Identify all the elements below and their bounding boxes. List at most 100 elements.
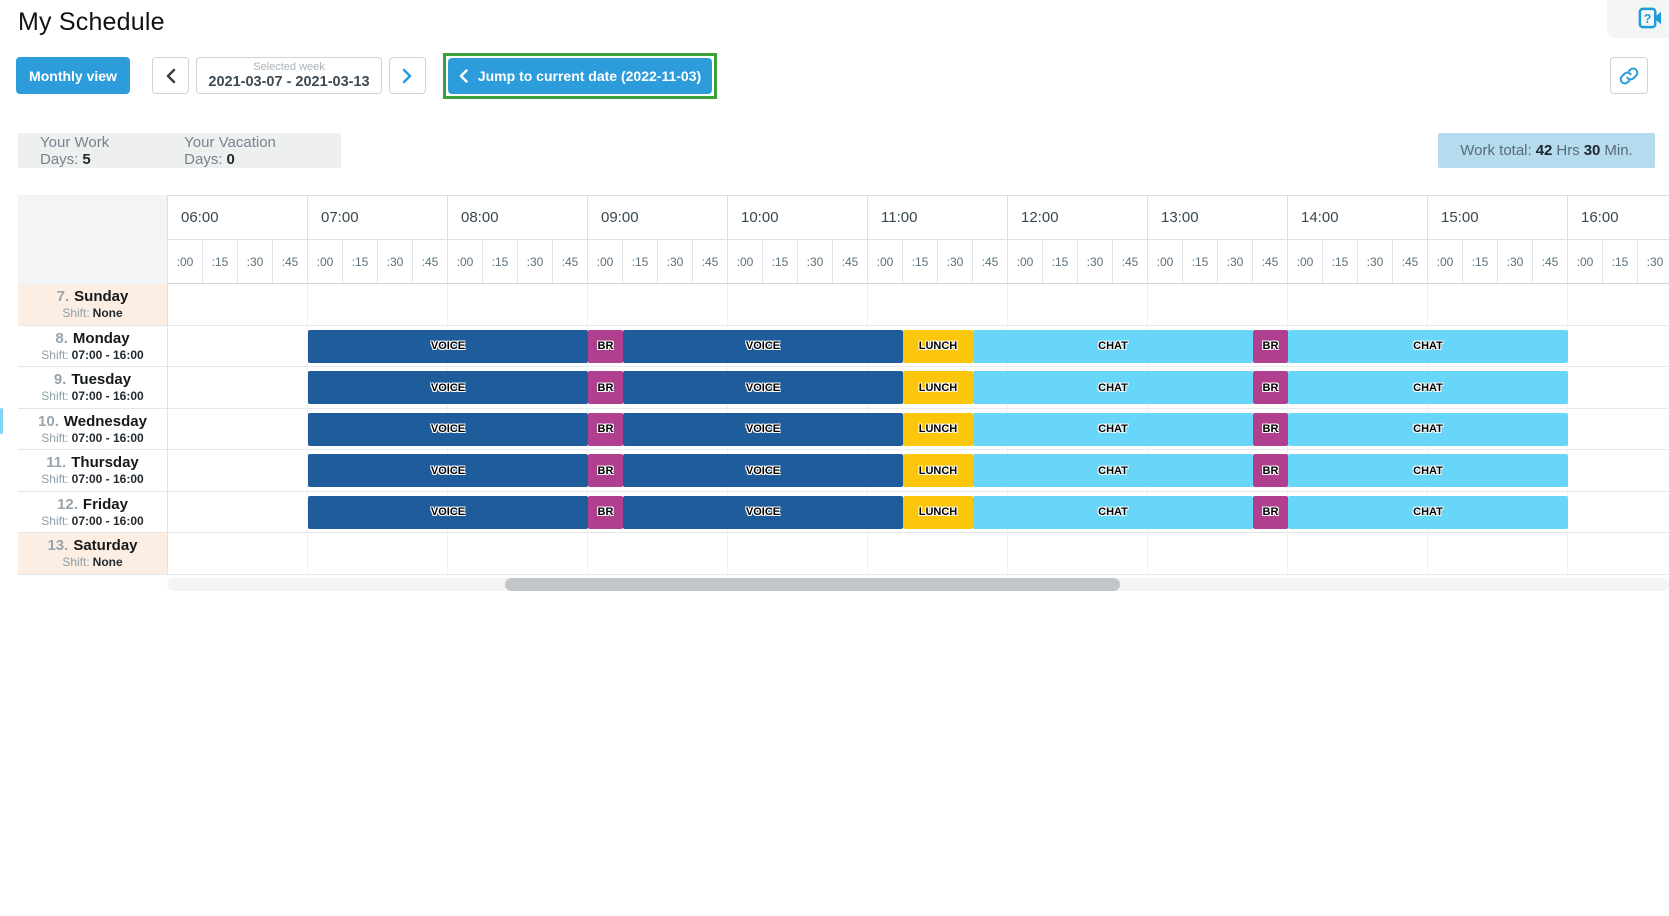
quarter-header-cell: :45 [272,240,307,283]
shift-segment-chat[interactable]: CHAT [1288,329,1568,363]
shift-segment-chat[interactable]: CHAT [1288,371,1568,404]
day-label-line: 8. Monday [18,330,167,348]
shift-segment-voice[interactable]: VOICE [623,495,903,529]
day-label-row: 11. Thursday Shift: 07:00 - 16:00 [18,450,167,492]
vacation-days-value: 0 [226,150,235,168]
previous-week-button[interactable] [152,57,189,94]
shift-segment-br[interactable]: BR [588,371,623,404]
quarter-header-cell: :00 [307,240,342,283]
quarter-header-cell: :00 [587,240,622,283]
shift-segment-chat[interactable]: CHAT [1288,412,1568,446]
hour-header-cell: 10:00 [727,195,867,240]
shift-segment-chat[interactable]: CHAT [973,454,1253,487]
shift-segment-lunch[interactable]: LUNCH [903,454,973,487]
day-label-line: 9. Tuesday [18,371,167,389]
shift-segment-chat[interactable]: CHAT [973,495,1253,529]
quarter-header-cell: :00 [867,240,902,283]
hour-header-cell: 09:00 [587,195,727,240]
shift-segment-lunch[interactable]: LUNCH [903,412,973,446]
shift-segment-voice[interactable]: VOICE [308,329,588,363]
day-labels-column: 7. Sunday Shift: None 8. Monday Shift: 07:00 - … [18,284,167,575]
next-week-button[interactable] [389,57,426,94]
shift-segment-br[interactable]: BR [588,454,623,487]
shift-segment-chat[interactable]: CHAT [973,412,1253,446]
shift-segment-voice[interactable]: VOICE [623,371,903,404]
schedule-row: VOICE BR VOICE LUNCH CHAT BR CHAT [168,408,1669,450]
quarters-header-row: :00:15:30:45:00:15:30:45:00:15:30:45:00:… [167,240,1669,284]
shift-value: None [92,555,123,569]
shift-segment-voice[interactable]: VOICE [308,371,588,404]
shift-segment-br[interactable]: BR [588,412,623,446]
shift-segment-lunch[interactable]: LUNCH [903,329,973,363]
quarter-header-cell: :45 [412,240,447,283]
copy-link-button[interactable] [1610,57,1648,94]
quarter-header-cell: :15 [342,240,377,283]
shift-segment-voice[interactable]: VOICE [623,329,903,363]
hour-header-cell: 06:00 [167,195,307,240]
quarter-header-cell: :00 [1147,240,1182,283]
shift-segment-voice[interactable]: VOICE [623,412,903,446]
quarter-header-cell: :45 [1252,240,1287,283]
schedule-row [168,533,1669,575]
horizontal-scrollbar-thumb[interactable] [505,578,1120,591]
quarter-header-cell: :00 [1427,240,1462,283]
shift-segment-chat[interactable]: CHAT [1288,454,1568,487]
help-icon[interactable]: ? [1638,6,1661,30]
timeline-content: 06:00 07:00 08:00 09:00 10:00 11:00 12:00 13:00… [167,195,1669,575]
svg-text:?: ? [1644,12,1652,26]
shift-segment-voice[interactable]: VOICE [623,454,903,487]
quarter-header-cell: :45 [692,240,727,283]
day-name: Friday [82,495,128,513]
day-label-row: 10. Wednesday Shift: 07:00 - 16:00 [18,408,167,450]
quarter-header-cell: :15 [622,240,657,283]
shift-segment-chat[interactable]: CHAT [973,371,1253,404]
schedule-row: VOICE BR VOICE LUNCH CHAT BR CHAT [168,367,1669,409]
shift-segment-voice[interactable]: VOICE [308,495,588,529]
day-number: 8. [55,329,68,347]
shift-segment-voice[interactable]: VOICE [308,412,588,446]
day-number: 12. [57,495,78,513]
shift-segment-br[interactable]: BR [1253,454,1288,487]
shift-segment-chat[interactable]: CHAT [973,329,1253,363]
quarter-header-cell: :15 [1462,240,1497,283]
quarter-header-cell: :00 [1567,240,1602,283]
day-shift-line: Shift: None [18,555,167,570]
day-name: Sunday [74,288,129,305]
shift-segment-br[interactable]: BR [588,329,623,363]
day-name: Wednesday [63,412,147,430]
shift-segment-lunch[interactable]: LUNCH [903,495,973,529]
quarter-header-cell: :15 [1042,240,1077,283]
work-days-stat: Your Work Days: 5 [40,134,154,168]
schedule-row: VOICE BR VOICE LUNCH CHAT BR CHAT [168,491,1669,533]
shift-segment-br[interactable]: BR [1253,371,1288,404]
link-icon [1619,67,1639,84]
day-number: 13. [47,537,69,554]
shift-segment-br[interactable]: BR [1253,495,1288,529]
quarter-header-cell: :30 [1637,240,1669,283]
shift-value: 07:00 - 16:00 [71,472,144,486]
day-shift-line: Shift: 07:00 - 16:00 [18,514,167,529]
shift-segment-chat[interactable]: CHAT [1288,495,1568,529]
shift-label: Shift: [41,389,69,403]
day-name: Thursday [71,454,139,471]
jump-to-current-date-button[interactable]: Jump to current date (2022-11-03) [448,58,712,94]
shift-segment-br[interactable]: BR [1253,329,1288,363]
chevron-left-icon [459,69,468,83]
monthly-view-button[interactable]: Monthly view [16,57,130,94]
shift-value: 07:00 - 16:00 [71,389,144,403]
chevron-right-icon [402,68,412,83]
quarter-header-cell: :00 [1007,240,1042,283]
shift-segment-br[interactable]: BR [588,495,623,529]
shift-label: Shift: [41,347,69,362]
left-edge-scroll-indicator [0,408,3,434]
shift-segment-voice[interactable]: VOICE [308,454,588,487]
quarter-header-cell: :30 [377,240,412,283]
shift-value: 07:00 - 16:00 [71,513,144,528]
quarter-header-cell: :45 [972,240,1007,283]
shift-segment-br[interactable]: BR [1253,412,1288,446]
shift-value: 07:00 - 16:00 [71,347,144,362]
day-label-line: 13. Saturday [18,537,167,555]
hour-header-cell: 16:00 [1567,195,1669,240]
shift-segment-lunch[interactable]: LUNCH [903,371,973,404]
quarter-header-cell: :15 [482,240,517,283]
